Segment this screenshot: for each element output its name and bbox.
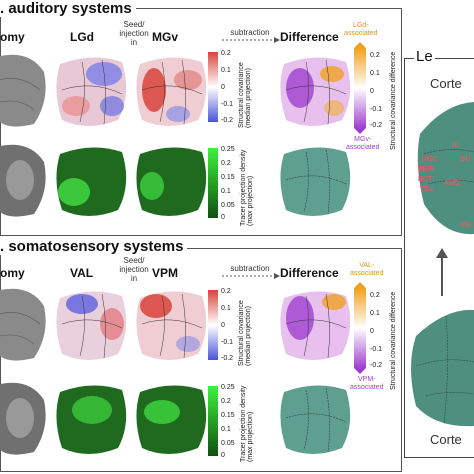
area-label-ect: ECT (418, 176, 432, 183)
anatomy-label-2: omy (0, 266, 25, 280)
diff-tick-1-0: 0.2 (370, 52, 380, 59)
tracer-tick-2-0: 0.25 (221, 384, 235, 391)
diff-tick-2-0: 0.2 (370, 292, 380, 299)
tracer-tick-1-2: 0.15 (221, 174, 235, 181)
diff-tick-1-3: -0.1 (370, 106, 383, 113)
cov-tick-1-0: 0.2 (221, 50, 231, 57)
area-label-aud: AUD (444, 180, 460, 187)
seed-label: Seed/ injection in (119, 20, 149, 47)
subtraction-arrow-2 (222, 273, 280, 279)
cov-tick-2-4: -0.2 (221, 355, 234, 362)
tracer-tick-2-2: 0.15 (221, 412, 235, 419)
diff-tick-2-3: -0.1 (370, 346, 383, 353)
difference-brain-2 (280, 291, 351, 360)
diff-tick-1-1: 0.1 (370, 70, 380, 77)
seed-label-2: Seed/ injection in (119, 256, 149, 283)
tracer-tick-2-3: 0.1 (221, 426, 231, 433)
difference-label-2: Difference (280, 266, 339, 280)
cortex-3d-top (417, 102, 474, 235)
vpm-tracer-brain (136, 385, 207, 454)
cov-tick-2-1: 0.1 (221, 305, 231, 312)
subtraction-label-2: subtraction (230, 264, 270, 273)
cov-tick-1-3: -0.1 (221, 101, 234, 108)
diff-tick-2-1: 0.1 (370, 310, 380, 317)
vpm-brain (136, 291, 207, 360)
subtraction-label: subtraction (230, 28, 270, 37)
val-tracer-brain (56, 385, 127, 454)
cov-tick-1-2: 0 (221, 84, 225, 91)
auditory-panel-title: . auditory systems (0, 0, 136, 17)
difference-label: Difference (280, 30, 339, 44)
tracer-colorbar-title-2: Tracer projection density (max projectio… (240, 385, 254, 462)
cov-tick-2-2: 0 (221, 322, 225, 329)
anatomy-brain-2 (0, 144, 46, 217)
val-label: VAL (70, 266, 94, 280)
cov-colorbar-title-1: Structural covariance (median projection… (238, 62, 252, 128)
cov-colorbar-title-2: Structural covariance (median projection… (238, 300, 252, 366)
mgv-associated-label: MGv- associated (346, 136, 380, 151)
diff-tick-2-2: 0 (370, 328, 374, 335)
tracer-colorbar-2 (208, 386, 218, 456)
anatomy-label: omy (0, 30, 25, 44)
up-arrow (436, 248, 448, 296)
diff-tick-2-4: -0.2 (370, 362, 383, 369)
area-label-gu: GU (460, 156, 471, 163)
area-label-tea: TEa (420, 186, 433, 193)
cortex-flat-bottom (411, 309, 474, 427)
lgd-brain (56, 57, 127, 126)
anatomy-brain-1 (0, 54, 46, 127)
diff-tick-1-2: 0 (370, 88, 374, 95)
anatomy-brain-4 (0, 382, 46, 455)
cortex-bottom-label: Corte (430, 432, 462, 447)
tracer-tick-1-4: 0.05 (221, 202, 235, 209)
somatosensory-panel-title: . somatosensory systems (0, 238, 188, 255)
lgd-label: LGd (70, 30, 94, 44)
covariance-colorbar-2 (208, 290, 218, 360)
difference-areas-brain-2 (280, 385, 351, 454)
area-label-vis: VIS (460, 222, 472, 229)
cov-tick-1-1: 0.1 (221, 67, 231, 74)
cov-tick-1-4: -0.2 (221, 117, 234, 124)
tracer-tick-2-1: 0.2 (221, 398, 231, 405)
vpm-label: VPM (152, 266, 179, 280)
subtraction-arrow (222, 37, 280, 43)
difference-areas-brain-1 (280, 147, 351, 216)
val-associated-label: VAL- associated (350, 262, 384, 277)
tracer-tick-2-4: 0.05 (221, 440, 235, 447)
mgv-brain (136, 57, 207, 126)
difference-brain-1 (280, 57, 351, 126)
covariance-colorbar-1 (208, 52, 218, 122)
diff-colorbar-title-1: Structural covariance difference (390, 51, 397, 150)
area-label-ai: AI (452, 142, 459, 149)
lgd-tracer-brain (56, 147, 127, 216)
tracer-colorbar-1 (208, 148, 218, 218)
tracer-tick-1-3: 0.1 (221, 188, 231, 195)
difference-colorbar-2 (354, 282, 366, 374)
vpm-associated-label: VPM- associated (350, 376, 384, 391)
diff-colorbar-title-2: Structural covariance difference (390, 291, 397, 390)
cortex-top-label: Corte (430, 76, 462, 91)
diff-tick-1-4: -0.2 (370, 122, 383, 129)
tracer-tick-2-5: 0 (221, 452, 225, 459)
lgd-associated-label: LGd- associated (344, 22, 378, 37)
cov-tick-2-0: 0.2 (221, 288, 231, 295)
mgv-tracer-brain (136, 147, 207, 216)
anatomy-brain-3 (0, 288, 46, 361)
mgv-label: MGv (152, 30, 179, 44)
tracer-tick-1-0: 0.25 (221, 146, 235, 153)
tracer-tick-1-5: 0 (221, 214, 225, 221)
val-brain (56, 291, 127, 360)
area-label-peri: PERI (418, 166, 435, 173)
area-label-visc: VISC (422, 156, 439, 163)
tracer-colorbar-title-1: Tracer projection density (max projectio… (240, 149, 254, 226)
cov-tick-2-3: -0.1 (221, 339, 234, 346)
right-panel-title: Le (414, 48, 435, 65)
difference-colorbar-1 (354, 42, 366, 134)
tracer-tick-1-1: 0.2 (221, 160, 231, 167)
